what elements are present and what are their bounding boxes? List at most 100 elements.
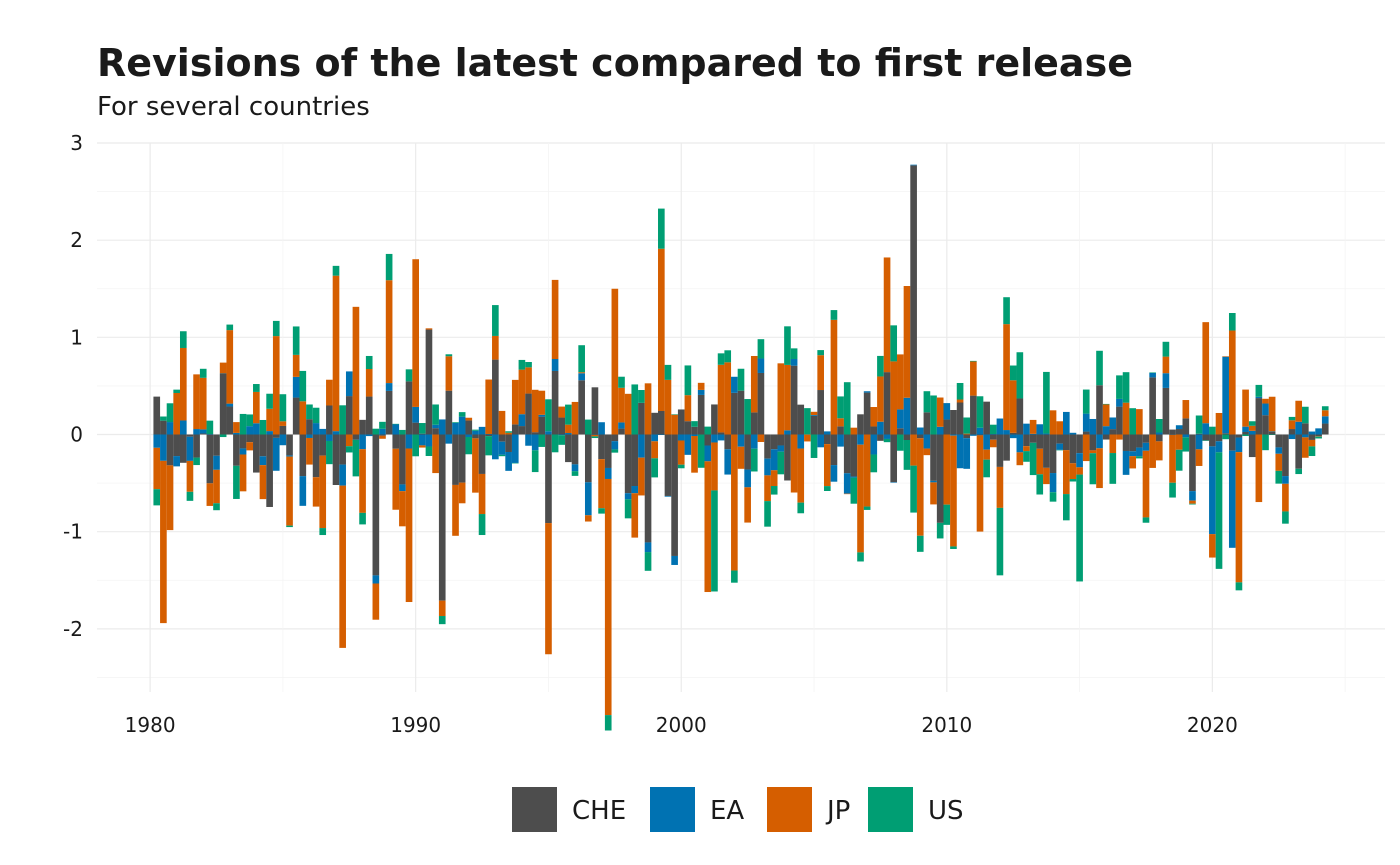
bar-ea: [1222, 356, 1229, 434]
bar-us: [432, 404, 439, 425]
bar-us: [823, 486, 831, 491]
bar-jp: [525, 367, 532, 394]
bar-us: [558, 435, 566, 445]
bar-che: [266, 434, 273, 507]
bar-us: [272, 320, 280, 337]
bar-ea: [1069, 432, 1077, 435]
bar-che: [1255, 398, 1263, 435]
bar-ea: [611, 441, 619, 450]
bar-ea: [425, 434, 433, 447]
bar-jp: [1036, 448, 1044, 475]
bar-us: [923, 391, 931, 413]
bar-us: [193, 457, 200, 466]
bar-us: [246, 414, 254, 427]
bar-jp: [312, 477, 320, 507]
bar-us: [538, 434, 546, 447]
bar-us: [1029, 442, 1037, 476]
bar-us: [531, 450, 539, 473]
bar-us: [850, 477, 858, 504]
bar-che: [472, 434, 479, 439]
bar-che: [399, 434, 406, 485]
bar-us: [166, 403, 174, 423]
bar-us: [1142, 517, 1150, 523]
bar-us: [1182, 437, 1190, 452]
bar-che: [419, 433, 426, 435]
bar-che: [930, 434, 937, 481]
bar-che: [1076, 434, 1083, 454]
legend-swatch: [767, 787, 812, 832]
bar-che: [392, 434, 400, 449]
bar-jp: [810, 411, 818, 415]
bar-jp: [737, 446, 745, 469]
bar-che: [1222, 433, 1229, 435]
bar-che: [279, 425, 287, 435]
bar-us: [1275, 470, 1283, 484]
bar-us: [233, 465, 240, 499]
bar-us: [312, 407, 320, 424]
bar-che: [432, 428, 439, 435]
bar-che: [651, 412, 659, 435]
bar-che: [445, 390, 453, 435]
bar-jp: [1162, 356, 1170, 374]
bar-che: [883, 372, 891, 435]
bar-us: [1209, 426, 1216, 435]
bar-ea: [472, 430, 479, 435]
bar-us: [1016, 352, 1024, 399]
bar-ea: [379, 428, 386, 435]
bar-jp: [877, 376, 884, 422]
bar-jp: [571, 401, 579, 435]
legend-label: US: [928, 796, 964, 826]
bar-che: [246, 434, 254, 443]
bar-che: [485, 434, 493, 437]
bar-jp: [704, 461, 712, 593]
legend-swatch: [650, 787, 695, 832]
bar-ea: [731, 376, 738, 393]
y-tick-label: -1: [63, 520, 83, 544]
bar-ea: [903, 397, 911, 435]
bar-jp: [558, 406, 566, 418]
bar-che: [863, 392, 871, 435]
bar-che: [518, 426, 526, 435]
bar-che: [326, 405, 333, 435]
bar-us: [1076, 474, 1083, 582]
bar-jp: [173, 393, 180, 435]
legend-item-us: US: [868, 787, 964, 832]
bar-jp: [1182, 400, 1190, 419]
bar-che: [631, 434, 639, 486]
bar-jp: [651, 441, 659, 459]
bar-us: [830, 310, 838, 320]
bar-che: [1136, 434, 1143, 448]
bar-ea: [1016, 434, 1024, 453]
bar-jp: [472, 438, 479, 493]
bar-ea: [724, 449, 732, 475]
bar-us: [584, 419, 592, 435]
bar-us: [658, 208, 665, 249]
bar-us: [1175, 449, 1183, 471]
bar-jp: [299, 401, 307, 435]
bar-che: [253, 434, 260, 473]
bar-che: [286, 434, 293, 456]
bar-jp: [1089, 450, 1097, 454]
bar-jp: [936, 397, 944, 427]
x-tick-label: 2010: [921, 713, 972, 737]
bar-us: [179, 331, 187, 348]
bar-ea: [830, 465, 838, 482]
bar-us: [452, 422, 459, 423]
y-tick-label: -2: [63, 617, 83, 641]
bar-ea: [584, 482, 592, 516]
bar-che: [405, 381, 413, 435]
bar-us: [989, 424, 997, 435]
bar-jp: [199, 377, 207, 430]
bar-us: [472, 429, 479, 431]
axis-ticks: -2 -1 0 1 2 3 1980 1990 2000 2010 2020: [63, 131, 1238, 737]
bar-ea: [1215, 441, 1223, 453]
bar-jp: [239, 454, 247, 492]
bar-che: [817, 390, 824, 435]
bar-jp: [1109, 434, 1117, 454]
bar-us: [445, 354, 453, 357]
bar-che: [996, 434, 1004, 467]
bar-ea: [445, 434, 453, 444]
legend-item-che: CHE: [512, 787, 626, 832]
bar-che: [638, 402, 645, 435]
